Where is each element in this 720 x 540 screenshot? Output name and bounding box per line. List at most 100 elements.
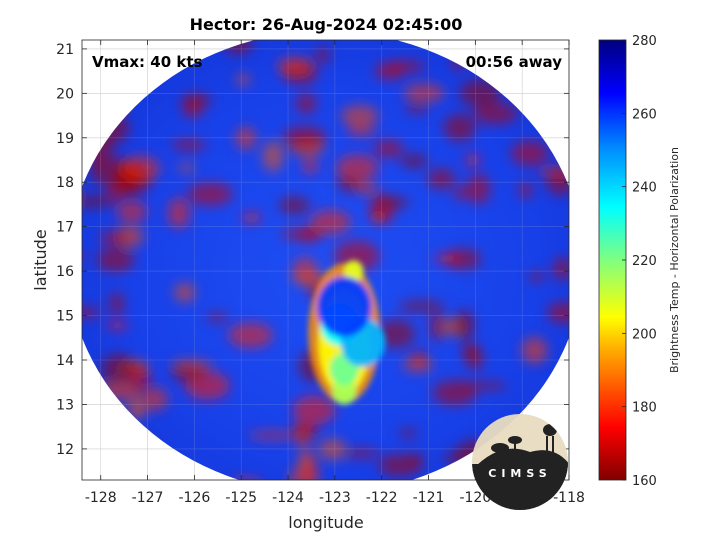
swath-texture-patch <box>529 271 544 283</box>
cimss-logo-text: CIMSS <box>488 467 551 480</box>
swath-texture-patch <box>291 424 319 438</box>
x-tick-label: -123 <box>319 490 351 506</box>
swath-texture-patch <box>459 381 508 391</box>
swath-texture-patch <box>444 248 482 270</box>
swath-texture-patch <box>116 201 148 222</box>
swath-texture-patch <box>346 125 377 136</box>
swath-texture-patch <box>82 365 85 396</box>
y-tick-label: 17 <box>56 220 74 236</box>
colorbar-tick-label: 240 <box>632 181 657 196</box>
swath-texture-patch <box>397 300 446 312</box>
x-tick-label: -127 <box>132 490 164 506</box>
swath-texture-patch <box>466 173 491 204</box>
swath-texture-patch <box>404 104 429 114</box>
swath-texture-patch <box>315 46 330 64</box>
y-tick-label: 18 <box>56 175 74 191</box>
colorbar-tick-label: 160 <box>632 474 657 489</box>
swath-texture-patch <box>129 364 151 393</box>
swath-texture-patch <box>510 140 549 166</box>
swath-texture-patch <box>373 139 404 158</box>
swath-texture-patch <box>297 227 323 242</box>
swath-texture-patch <box>96 247 135 273</box>
swath-texture-patch <box>402 358 434 372</box>
swath-texture-patch <box>377 319 415 349</box>
swath-texture-patch <box>60 468 81 499</box>
x-tick-label: -126 <box>178 490 210 506</box>
swath-texture-patch <box>99 231 131 245</box>
swath-texture-patch <box>403 83 445 102</box>
y-tick-label: 15 <box>56 309 74 325</box>
swath-texture-patch <box>100 353 136 385</box>
colorbar-tick-label: 180 <box>632 401 657 416</box>
swath-texture-patch <box>374 62 404 81</box>
x-tick-label: -128 <box>85 490 117 506</box>
swath-texture-patch <box>143 387 168 411</box>
swath-texture-patch <box>453 187 470 200</box>
vmax-annotation: Vmax: 40 kts <box>92 53 202 71</box>
brightness-temp-swath <box>60 40 569 499</box>
swath-texture-patch <box>177 163 196 172</box>
x-tick-label: -118 <box>553 490 585 506</box>
swath-texture-patch <box>552 257 569 281</box>
x-axis-ticks: -128-127-126-125-124-123-122-121-120-119… <box>85 40 585 506</box>
chart-title: Hector: 26-Aug-2024 02:45:00 <box>190 15 463 34</box>
swath-texture-patch <box>336 154 379 181</box>
storm-feature <box>316 276 372 337</box>
colorbar-tick-label: 200 <box>632 327 657 342</box>
swath-texture-patch <box>341 105 379 127</box>
colorbar-tick-label: 220 <box>632 254 657 269</box>
swath-texture-patch <box>427 168 456 190</box>
swath-texture-patch <box>235 126 256 150</box>
y-tick-label: 21 <box>56 42 74 58</box>
swath-texture-patch <box>127 397 147 421</box>
swath-texture-patch <box>82 251 86 262</box>
swath-texture-patch <box>433 253 462 264</box>
colorbar <box>598 39 627 481</box>
x-tick-label: -124 <box>272 490 304 506</box>
swath-texture-patch <box>120 155 161 182</box>
swath-texture-patch <box>318 438 346 460</box>
swath-texture-patch <box>344 448 379 459</box>
swath-texture-patch <box>174 282 196 303</box>
swath-texture-patch <box>109 292 125 315</box>
swath-texture-patch <box>171 139 206 151</box>
storm-feature <box>331 377 357 405</box>
swath-texture-patch <box>461 342 478 361</box>
swath-texture-patch <box>228 322 273 348</box>
y-tick-label: 14 <box>56 353 74 369</box>
x-tick-label: -121 <box>413 490 445 506</box>
swath-texture-patch <box>459 79 501 107</box>
cimss-logo: CIMSS <box>472 414 568 510</box>
swath-texture-patch <box>82 195 113 208</box>
swath-texture-patch <box>454 309 475 340</box>
swath-texture-patch <box>276 57 313 75</box>
swath-texture-patch <box>167 197 190 229</box>
swath-texture-patch <box>518 182 533 199</box>
y-axis-label: latitude <box>31 229 50 290</box>
swath-texture-patch <box>282 126 327 149</box>
swath-texture-patch <box>538 167 569 176</box>
y-tick-label: 16 <box>56 264 74 280</box>
y-tick-label: 13 <box>56 397 74 413</box>
x-axis-label: longitude <box>288 513 363 532</box>
swath-texture-patch <box>547 301 569 324</box>
time-annotation: 00:56 away <box>466 53 563 71</box>
storm-feature <box>343 260 364 282</box>
x-tick-label: -120 <box>459 490 491 506</box>
swath-texture-patch <box>375 196 410 209</box>
y-tick-label: 12 <box>56 442 74 458</box>
swath-texture-patch <box>295 93 317 114</box>
swath-texture-patch <box>521 336 548 364</box>
swath-texture-patch <box>106 320 129 331</box>
swath-texture-patch <box>241 211 262 224</box>
colorbar-tick-label: 280 <box>632 34 657 49</box>
x-tick-label: -122 <box>366 490 398 506</box>
axes-frame <box>81 39 570 481</box>
swath-texture-patch <box>310 209 351 235</box>
y-tick-label: 20 <box>56 86 74 102</box>
colorbar-tick-label: 260 <box>632 107 657 122</box>
swath-texture-patch <box>292 395 336 425</box>
swath-texture-patch <box>429 311 445 342</box>
swath-texture-patch <box>262 140 284 172</box>
